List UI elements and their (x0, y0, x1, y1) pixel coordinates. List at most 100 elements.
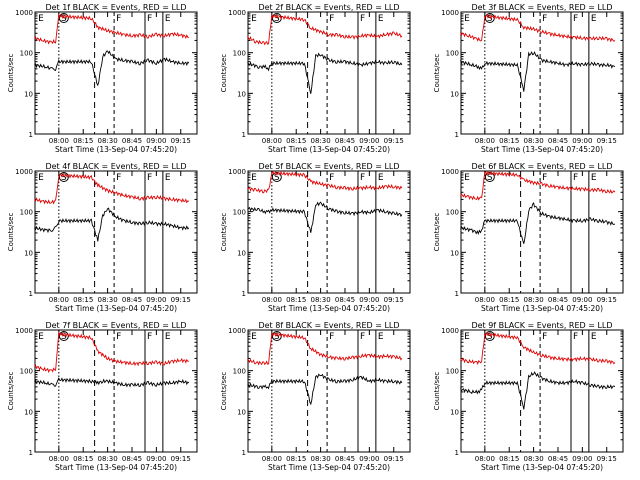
y-tick-label: 1 (455, 290, 459, 298)
x-tick-label: 08:15 (286, 137, 306, 145)
x-tick-label: 08:45 (335, 137, 355, 145)
event-marker-label: F (573, 173, 578, 183)
x-tick-label: 08:00 (49, 137, 69, 145)
event-marker-label: S (61, 14, 67, 24)
x-axis-label: Start Time (13-Sep-04 07:45:20) (55, 304, 177, 313)
event-marker-label: F (329, 332, 334, 342)
x-tick-label: 09:00 (359, 137, 379, 145)
event-marker-label: F (542, 332, 547, 342)
x-tick-label: 08:30 (311, 137, 331, 145)
panel-title: Det 3f BLACK = Events, RED = LLD (471, 3, 612, 12)
x-tick-label: 08:00 (49, 455, 69, 463)
x-tick-label: 09:15 (597, 455, 617, 463)
event-marker-label: F (360, 173, 365, 183)
x-tick-label: 08:30 (524, 137, 544, 145)
series-line-lld (247, 170, 403, 194)
x-tick-label: 08:45 (122, 137, 142, 145)
series-line-lld (34, 172, 190, 205)
series-line-events (34, 377, 190, 388)
panel-7: Det 7f BLACK = Events, RED = LLD 1 10 100 10… (7, 321, 198, 472)
x-axis-label: Start Time (13-Sep-04 07:45:20) (55, 145, 177, 154)
series-line-lld (247, 13, 403, 46)
y-tick-label: 10 (450, 408, 459, 416)
y-tick-label: 1000 (228, 9, 246, 17)
y-tick-label: 100 (233, 209, 246, 217)
panel-9: Det 9f BLACK = Events, RED = LLD 1 10 100 10… (433, 321, 624, 472)
event-marker-label: S (487, 14, 493, 24)
series-line-events (34, 207, 190, 242)
plot-frame (460, 170, 624, 294)
event-marker-label: S (61, 332, 67, 342)
x-tick-label: 09:00 (146, 296, 166, 304)
x-axis-label: Start Time (13-Sep-04 07:45:20) (481, 463, 603, 472)
event-marker-label: F (147, 14, 152, 24)
y-axis-label: Counts/sec (433, 54, 441, 93)
y-axis-label: Counts/sec (220, 372, 228, 411)
event-marker-label: F (542, 173, 547, 183)
plot-frame (34, 170, 198, 294)
x-tick-label: 08:45 (548, 455, 568, 463)
x-tick-label: 08:00 (49, 296, 69, 304)
x-tick-label: 08:30 (311, 296, 331, 304)
event-marker-label: F (116, 173, 121, 183)
event-marker-label: S (274, 332, 280, 342)
series-line-events (460, 51, 616, 92)
event-marker-label: S (487, 173, 493, 183)
event-marker-label: E (591, 332, 597, 342)
x-tick-label: 08:30 (311, 455, 331, 463)
x-tick-label: 09:00 (572, 137, 592, 145)
x-tick-label: 08:15 (73, 137, 93, 145)
x-tick-label: 08:00 (262, 296, 282, 304)
y-tick-label: 1000 (441, 9, 459, 17)
x-tick-label: 08:15 (499, 137, 519, 145)
x-tick-label: 08:30 (98, 455, 118, 463)
x-tick-label: 09:15 (171, 455, 191, 463)
event-marker-label: E (38, 14, 44, 24)
y-axis-label: Counts/sec (433, 213, 441, 252)
x-tick-label: 08:45 (335, 296, 355, 304)
y-axis-label: Counts/sec (433, 372, 441, 411)
series-line-events (460, 202, 616, 244)
panel-5: Det 5f BLACK = Events, RED = LLD 1 10 100 10… (220, 162, 411, 313)
y-tick-label: 1000 (441, 327, 459, 335)
series-line-lld (34, 13, 190, 45)
x-tick-label: 08:15 (73, 455, 93, 463)
event-marker-label: E (464, 14, 470, 24)
x-tick-label: 09:00 (572, 455, 592, 463)
panel-8: Det 8f BLACK = Events, RED = LLD 1 10 100 10… (220, 321, 411, 472)
event-marker-label: F (147, 332, 152, 342)
y-axis-label: Counts/sec (7, 54, 15, 93)
plot-frame (460, 11, 624, 135)
y-tick-label: 1000 (228, 168, 246, 176)
event-marker-label: E (591, 173, 597, 183)
event-marker-label: E (38, 332, 44, 342)
marker-circle (58, 172, 69, 182)
event-marker-label: S (487, 332, 493, 342)
marker-circle (58, 13, 69, 23)
y-tick-label: 100 (233, 50, 246, 58)
plot-frame (460, 329, 624, 453)
series-line-lld (460, 170, 616, 201)
y-tick-label: 1 (29, 290, 33, 298)
event-marker-label: E (464, 332, 470, 342)
event-marker-label: E (591, 14, 597, 24)
panel-title: Det 7f BLACK = Events, RED = LLD (45, 321, 186, 330)
y-tick-label: 10 (237, 90, 246, 98)
event-marker-label: F (147, 173, 152, 183)
panel-2: Det 2f BLACK = Events, RED = LLD 1 10 100 10… (220, 3, 411, 154)
y-tick-label: 1000 (15, 327, 33, 335)
y-tick-label: 100 (20, 368, 33, 376)
y-tick-label: 1 (29, 131, 33, 139)
x-tick-label: 09:00 (359, 455, 379, 463)
x-axis-label: Start Time (13-Sep-04 07:45:20) (268, 304, 390, 313)
x-tick-label: 08:15 (286, 296, 306, 304)
x-tick-label: 08:30 (98, 137, 118, 145)
y-axis-label: Counts/sec (7, 372, 15, 411)
y-tick-label: 1000 (228, 327, 246, 335)
y-tick-label: 1000 (441, 168, 459, 176)
y-axis-label: Counts/sec (220, 54, 228, 93)
series-line-lld (247, 331, 403, 366)
x-tick-label: 08:00 (475, 455, 495, 463)
event-marker-label: E (165, 173, 171, 183)
x-tick-label: 09:15 (384, 137, 404, 145)
